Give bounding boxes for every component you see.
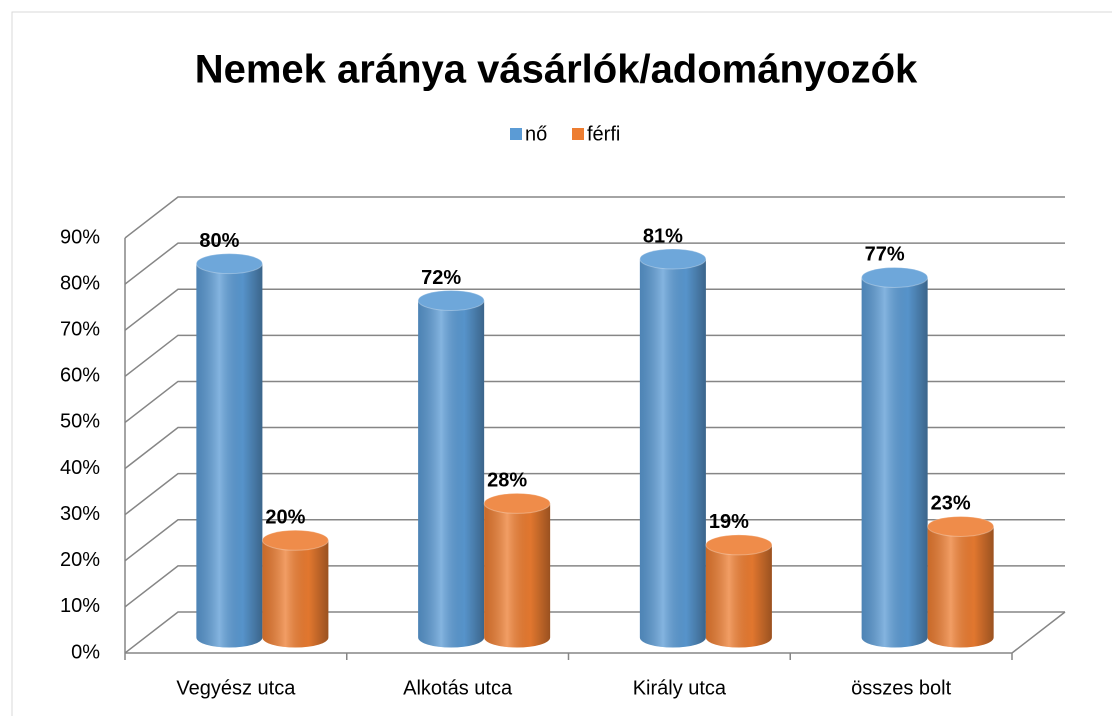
bar-shade — [196, 263, 263, 648]
x-tick-label: Vegyész utca — [176, 677, 296, 699]
bar-shade — [262, 540, 329, 648]
x-tick-label: Király utca — [633, 677, 727, 699]
bar-top-shade — [484, 493, 551, 514]
legend-swatch — [510, 128, 522, 140]
bar-shade — [639, 259, 706, 648]
bar-top-shade — [927, 516, 994, 537]
grid-line — [124, 519, 1065, 562]
legend-swatch — [572, 128, 584, 140]
grid-line — [124, 472, 1065, 516]
bar-shade — [705, 544, 772, 648]
bar-top-shade — [262, 530, 329, 551]
legend: nő férfi — [510, 123, 620, 145]
legend-label: nő — [525, 123, 547, 145]
bar-top-shade — [418, 290, 485, 311]
legend-label: férfi — [587, 123, 620, 145]
bar-top — [261, 529, 329, 551]
data-label: 77% — [865, 244, 905, 266]
y-tick-label: 10% — [60, 595, 100, 617]
y-tick-label: 90% — [60, 226, 100, 248]
chart-frame — [11, 11, 1112, 716]
bar-shade — [927, 526, 994, 648]
y-tick-label: 70% — [60, 319, 100, 341]
y-tick-label: 80% — [60, 272, 100, 294]
chart-title: Nemek aránya vásárlók/adományozók — [195, 48, 918, 92]
bar-top — [861, 266, 929, 288]
data-label: 23% — [931, 493, 971, 515]
grid-line — [124, 334, 1065, 377]
grid-line — [124, 196, 1065, 239]
data-label: 81% — [643, 225, 683, 247]
bar-top — [927, 515, 995, 537]
data-label: 20% — [265, 507, 305, 529]
bar-top — [705, 534, 773, 556]
grid-line — [124, 242, 1065, 285]
plot-area: 0% 10% 20% 30% 40% 50% 60% 70% 80% 90% Vegyész utc… — [60, 196, 1066, 699]
y-tick-label: 30% — [60, 503, 100, 525]
bar-top-shade — [861, 267, 928, 288]
grid-line — [124, 426, 1065, 470]
bar-shade — [418, 300, 485, 648]
bar-top-shade — [196, 253, 263, 274]
bar-top-shade — [705, 534, 772, 555]
y-tick-label: 20% — [60, 549, 100, 571]
y-tick-label: 0% — [71, 641, 100, 663]
y-tick-label: 50% — [60, 411, 100, 433]
y-tick-label: 60% — [60, 365, 100, 387]
bar-shade — [861, 277, 928, 648]
data-label: 19% — [709, 511, 749, 533]
bar-shade — [484, 503, 551, 648]
grid-line — [124, 380, 1065, 424]
y-tick-label: 40% — [60, 457, 100, 479]
data-label: 72% — [421, 267, 461, 289]
bar-top — [417, 290, 485, 311]
data-label: 28% — [487, 470, 527, 492]
x-tick-label: összes bolt — [851, 677, 951, 699]
data-label: 80% — [199, 230, 239, 252]
bar-top — [639, 248, 707, 270]
bar-top-shade — [639, 249, 706, 269]
x-tick-label: Alkotás utca — [403, 677, 513, 699]
grid-line — [124, 288, 1065, 331]
bar-top — [195, 253, 263, 275]
bar-top — [483, 492, 551, 514]
